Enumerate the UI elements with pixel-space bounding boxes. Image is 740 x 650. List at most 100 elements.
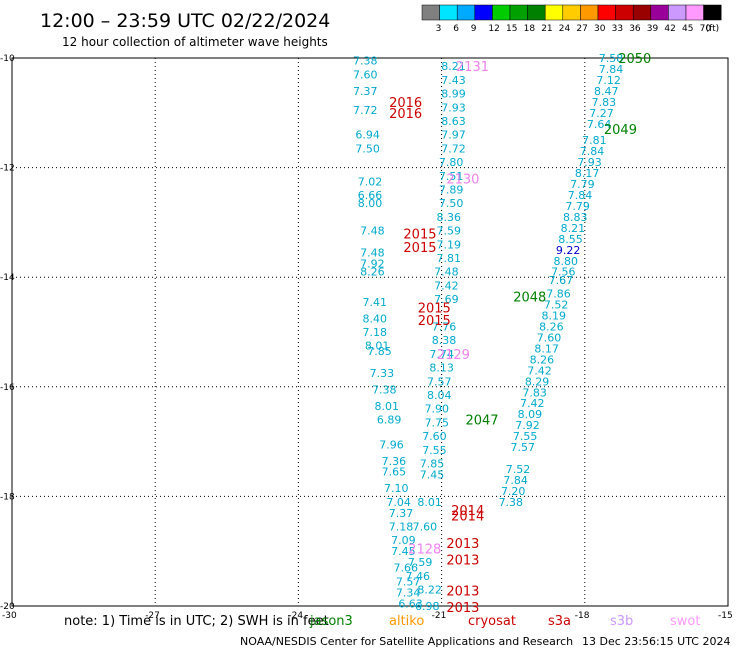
colorbar-label: 33 — [612, 24, 623, 34]
wave-height-point: 8.38 — [432, 334, 457, 347]
wave-height-point: 8.17 — [575, 167, 600, 180]
wave-height-point: 8.55 — [558, 233, 583, 246]
wave-height-point: 7.76 — [432, 321, 457, 334]
wave-height-point: 7.80 — [439, 156, 464, 169]
wave-height-point: 7.50 — [439, 197, 464, 210]
colorbar-label: 3 — [436, 24, 442, 34]
wave-height-point: 8.26 — [530, 353, 555, 366]
wave-height-point: 7.38 — [372, 384, 397, 397]
wave-height-point: 8.99 — [441, 88, 466, 101]
wave-height-point: 8.01 — [374, 400, 399, 413]
wave-height-point: 7.72 — [353, 104, 378, 117]
colorbar-label: 30 — [594, 24, 606, 34]
satellite-legend-item: jason3 — [309, 614, 353, 629]
grid-lines — [12, 58, 728, 606]
wave-height-point: 8.21 — [441, 60, 466, 73]
wave-height-point: 7.48 — [434, 266, 459, 279]
wave-height-point: 7.56 — [551, 266, 576, 279]
wave-height-point: 8.83 — [563, 211, 588, 224]
wave-height-point: 7.42 — [434, 279, 459, 292]
track-label: 2050 — [618, 52, 651, 67]
wave-height-point: 7.81 — [437, 252, 462, 265]
y-tick-label: -14 — [0, 273, 15, 283]
wave-height-point: 8.17 — [534, 342, 559, 355]
colorbar-swatch — [597, 4, 616, 21]
wave-height-point: 6.94 — [355, 129, 380, 142]
wave-height-point: 8.36 — [437, 211, 462, 224]
x-tick-label: -21 — [432, 611, 447, 621]
track-label: 2015 — [418, 314, 451, 329]
colorbar-swatch — [456, 4, 476, 21]
x-tick-label: -15 — [718, 611, 733, 621]
wave-height-point: 7.38 — [353, 55, 378, 68]
wave-height-point: 7.18 — [389, 521, 414, 534]
colorbar-label: 24 — [559, 24, 571, 34]
wave-height-point: 7.65 — [382, 466, 407, 479]
wave-height-point: 7.60 — [422, 430, 447, 443]
satellite-legend: jason3 altiko cryosat s3a s3b swot — [309, 614, 700, 629]
colorbar-swatch — [439, 4, 458, 21]
wave-height-point: 7.33 — [370, 367, 395, 380]
colorbar-swatch — [580, 4, 599, 21]
track-label: 2015 — [403, 241, 436, 256]
colorbar-swatch — [703, 4, 722, 21]
wave-height-point: 7.57 — [396, 575, 421, 588]
wave-height-point: 7.55 — [422, 444, 447, 457]
colorbar-label: 18 — [524, 24, 536, 34]
colorbar-label: 45 — [682, 24, 693, 34]
wave-height-point: 8.29 — [525, 375, 550, 388]
colorbar-swatch — [421, 4, 440, 21]
wave-height-point: 7.96 — [379, 438, 404, 451]
wave-height-point: 7.02 — [358, 175, 383, 188]
wave-height-point: 8.00 — [358, 197, 383, 210]
wave-height-point: 7.83 — [592, 96, 617, 109]
wave-height-point: 7.27 — [589, 107, 614, 120]
wave-height-point: 8.26 — [360, 266, 385, 279]
x-tick-label: -30 — [2, 611, 17, 621]
colorbar-legend: 3 6 9 12 15 18 21 24 27 30 33 36 39 42 45 70(ft) — [421, 4, 722, 34]
y-tick-label: -20 — [0, 602, 15, 612]
wave-height-point: 6.89 — [377, 414, 402, 427]
axis-ticks: -30 -27 -24 -21 -18 -15 -10 -12 -14 -16 -18 -20 — [0, 54, 733, 621]
wave-height-point: 7.81 — [582, 134, 607, 147]
wave-height-point: 9.22 — [556, 244, 581, 257]
wave-height-point: 7.84 — [503, 474, 528, 487]
y-tick-label: -16 — [0, 383, 15, 393]
track-label: 2048 — [513, 290, 546, 305]
wave-height-point: 8.22 — [417, 584, 442, 597]
wave-height-point: 7.60 — [413, 521, 438, 534]
colorbar-swatch — [650, 4, 669, 21]
wave-height-point: 7.83 — [522, 386, 547, 399]
wave-height-point: 8.19 — [542, 310, 567, 323]
wave-height-point: 8.26 — [539, 321, 564, 334]
track-label: 2129 — [437, 348, 470, 363]
colorbar-swatch — [615, 4, 634, 21]
track-label: 2016 — [389, 96, 422, 111]
colorbar-label: 39 — [647, 24, 659, 34]
wave-height-point: 7.59 — [437, 225, 462, 238]
colorbar-unit: (ft) — [706, 24, 720, 34]
wave-height-point: 7.52 — [506, 463, 531, 476]
wave-height-point: 7.37 — [389, 507, 414, 520]
track-label: 2013 — [446, 601, 479, 616]
colorbar-swatch — [685, 4, 704, 21]
colorbar-swatch — [668, 4, 687, 21]
track-label: 2013 — [446, 585, 479, 600]
y-tick-label: -18 — [0, 492, 15, 502]
satellite-legend-item: swot — [670, 614, 700, 629]
wave-height-point: 8.09 — [518, 408, 543, 421]
wave-height-point: 7.38 — [499, 496, 524, 509]
wave-height-point: 7.45 — [391, 545, 416, 558]
colorbar-label: 21 — [541, 24, 552, 34]
chart-title: 12:00 – 23:59 UTC 02/22/2024 — [40, 10, 330, 32]
wave-height-point: 7.89 — [439, 184, 464, 197]
track-label: 2015 — [418, 301, 451, 316]
wave-height-point: 7.48 — [360, 225, 385, 238]
credit-text: NOAA/NESDIS Center for Satellite Applica… — [240, 635, 573, 648]
wave-height-point: 7.43 — [441, 74, 466, 87]
wave-height-point: 8.63 — [441, 115, 466, 128]
wave-height-point: 7.58 — [599, 52, 624, 65]
wave-height-point: 7.66 — [394, 562, 419, 575]
track-label: 2014 — [451, 504, 484, 519]
wave-height-point: 7.45 — [420, 468, 445, 481]
